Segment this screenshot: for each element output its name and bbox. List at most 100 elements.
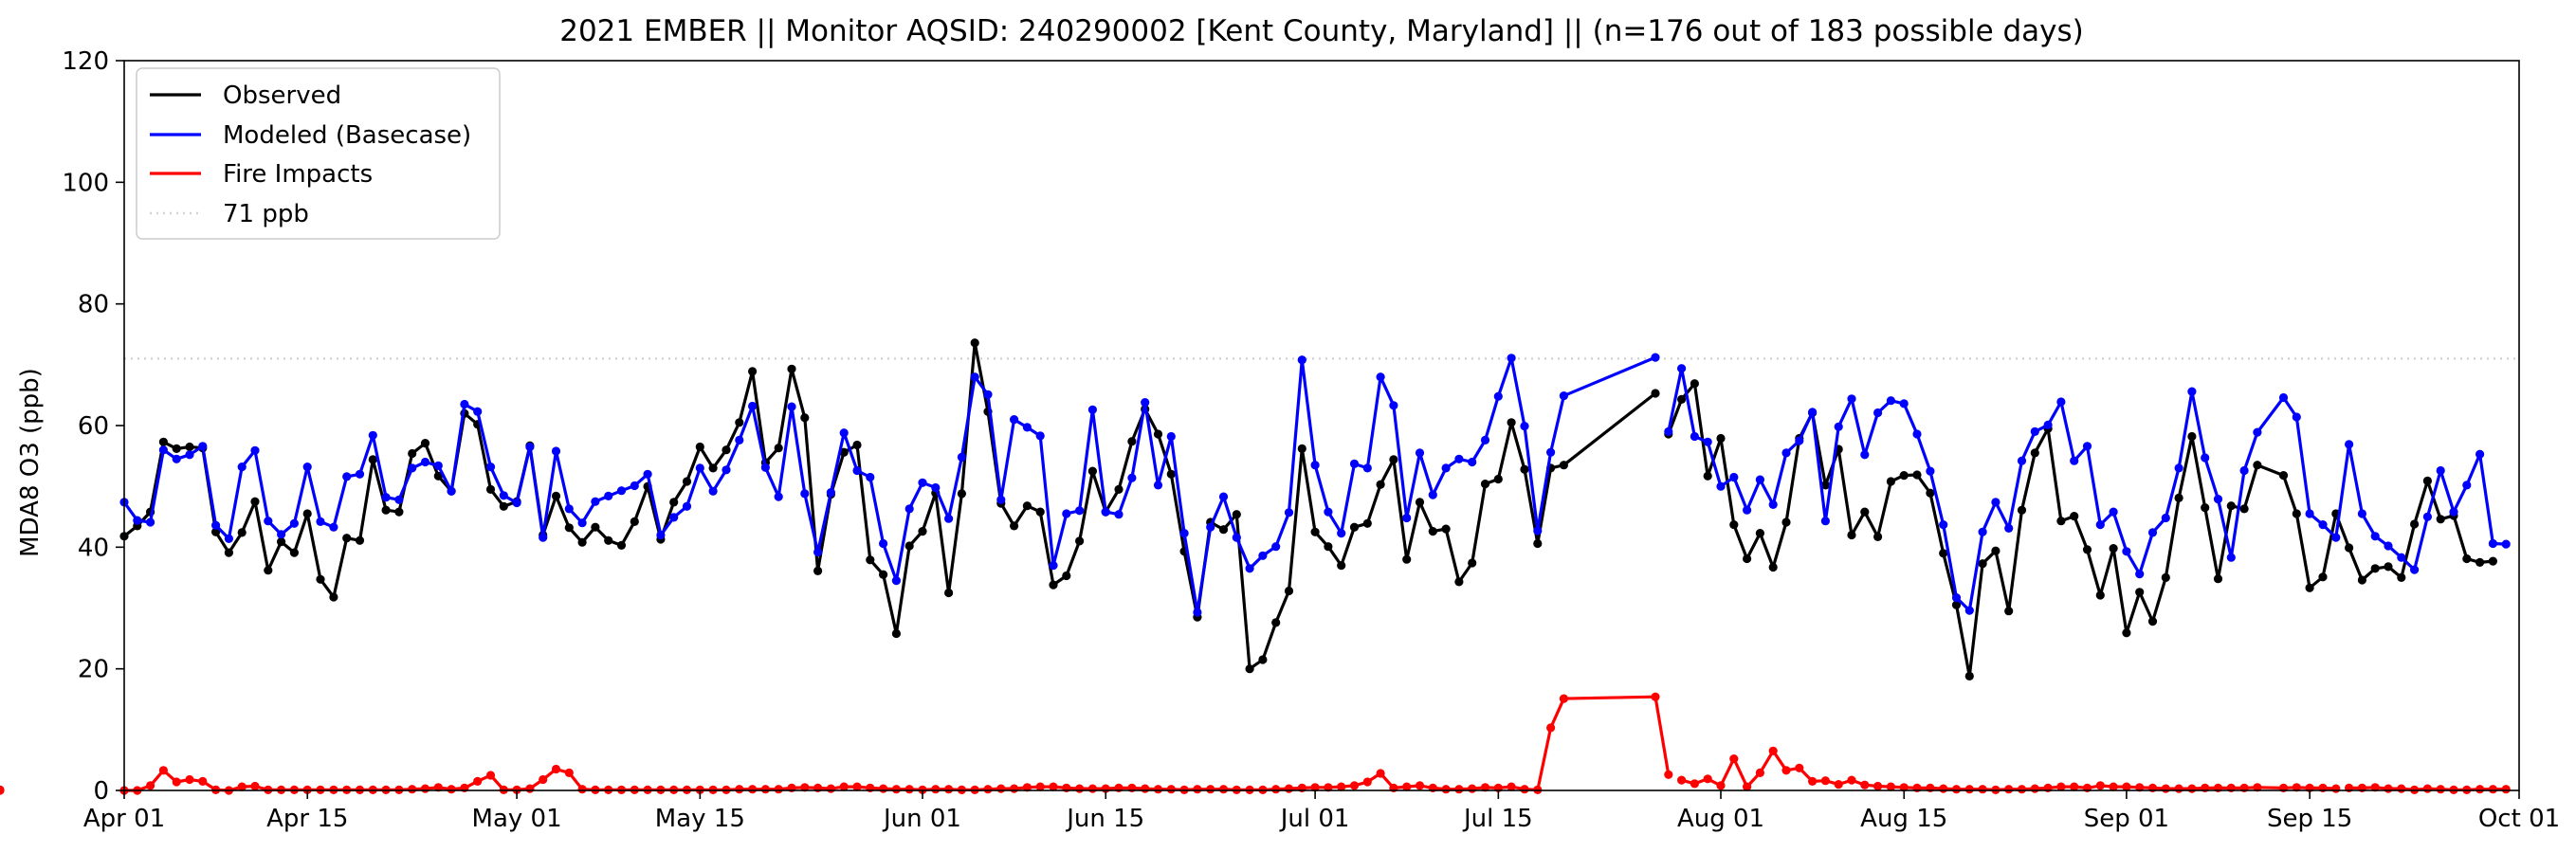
data-point-observed	[1087, 466, 1097, 476]
data-point-observed	[394, 507, 404, 517]
data-point-fire-impacts	[2384, 784, 2393, 793]
data-point-fire-impacts	[1546, 723, 1556, 733]
data-point-modeled-basecase	[368, 430, 377, 440]
data-point-observed	[1428, 527, 1437, 536]
data-point-observed	[1166, 469, 1176, 479]
data-point-modeled-basecase	[695, 463, 704, 473]
data-point-fire-impacts	[1860, 780, 1870, 789]
data-point-modeled-basecase	[577, 518, 587, 528]
data-point-modeled-basecase	[669, 513, 679, 522]
data-point-modeled-basecase	[512, 498, 521, 508]
data-point-modeled-basecase	[1428, 490, 1437, 499]
data-point-observed	[2253, 461, 2262, 470]
data-point-modeled-basecase	[2109, 507, 2118, 517]
data-point-modeled-basecase	[983, 390, 993, 399]
data-point-observed	[708, 463, 718, 473]
data-point-observed	[1716, 433, 1726, 444]
series-modeled-basecase	[119, 353, 2511, 617]
data-point-observed	[839, 447, 849, 457]
data-point-fire-impacts	[1166, 785, 1176, 794]
data-point-modeled-basecase	[800, 489, 810, 499]
x-tick-label: May 15	[655, 805, 745, 833]
data-point-fire-impacts	[2070, 782, 2079, 791]
data-point-fire-impacts	[1651, 692, 1660, 701]
y-tick-label: 40	[78, 534, 109, 562]
data-point-modeled-basecase	[1022, 423, 1032, 432]
data-point-fire-impacts	[904, 785, 914, 794]
data-point-fire-impacts	[2161, 784, 2170, 793]
data-point-modeled-basecase	[2201, 453, 2210, 463]
data-point-modeled-basecase	[2501, 539, 2511, 549]
data-point-observed	[735, 418, 744, 427]
data-point-modeled-basecase	[2370, 532, 2380, 541]
data-point-modeled-basecase	[1690, 431, 1699, 442]
data-point-fire-impacts	[1349, 781, 1360, 790]
data-point-modeled-basecase	[420, 457, 430, 467]
data-point-observed	[1010, 521, 1019, 531]
data-point-fire-impacts	[1324, 783, 1333, 792]
data-point-observed	[1847, 530, 1856, 540]
data-point-modeled-basecase	[2004, 523, 2014, 534]
data-point-modeled-basecase	[551, 446, 561, 456]
data-point-modeled-basecase	[1743, 505, 1752, 515]
data-point-observed	[1559, 461, 1568, 470]
data-point-observed	[1271, 618, 1281, 627]
data-point-observed	[1415, 498, 1425, 507]
data-point-modeled-basecase	[1218, 492, 1229, 501]
data-point-observed	[577, 537, 587, 547]
data-point-modeled-basecase	[2331, 533, 2341, 542]
data-point-observed	[1951, 600, 1962, 609]
data-point-modeled-basecase	[839, 428, 849, 438]
data-point-observed	[1886, 477, 1895, 486]
data-point-modeled-basecase	[1193, 608, 1202, 617]
data-point-observed	[1939, 549, 1948, 558]
data-point-modeled-basecase	[1978, 527, 1987, 536]
data-point-modeled-basecase	[2147, 528, 2158, 537]
x-tick-label: Jun 15	[1065, 805, 1144, 833]
data-point-modeled-basecase	[1010, 415, 1019, 425]
data-point-observed	[2370, 564, 2380, 573]
data-point-observed	[1677, 394, 1687, 404]
data-point-fire-impacts	[564, 768, 574, 778]
data-point-fire-impacts	[1743, 782, 1752, 791]
data-point-fire-impacts	[551, 764, 561, 774]
data-point-fire-impacts	[1664, 770, 1673, 779]
data-point-modeled-basecase	[1834, 422, 1843, 431]
data-point-fire-impacts	[2174, 784, 2183, 793]
data-point-fire-impacts	[931, 785, 941, 794]
data-point-fire-impacts	[1755, 768, 1764, 778]
data-point-observed	[2292, 509, 2301, 518]
data-point-observed	[1926, 488, 1935, 498]
data-point-observed	[224, 548, 233, 557]
data-point-observed	[604, 535, 613, 545]
data-point-modeled-basecase	[447, 486, 456, 496]
data-point-fire-impacts	[852, 782, 862, 791]
data-point-observed	[1533, 538, 1543, 549]
data-point-modeled-basecase	[1245, 564, 1254, 573]
data-point-observed	[1310, 527, 1320, 536]
data-point-fire-impacts	[800, 783, 810, 792]
data-point-modeled-basecase	[1677, 364, 1687, 373]
data-point-modeled-basecase	[944, 514, 954, 523]
data-point-modeled-basecase	[1062, 509, 1071, 518]
x-tick-label: Apr 15	[266, 805, 348, 833]
data-point-fire-impacts	[2476, 785, 2485, 794]
data-point-observed	[722, 445, 731, 455]
data-point-fire-impacts	[2109, 782, 2118, 791]
y-axis: 0 20 40 60 80 100 120	[62, 47, 124, 806]
data-point-fire-impacts	[1716, 781, 1726, 790]
data-point-fire-impacts	[2397, 784, 2406, 793]
data-point-observed	[185, 442, 194, 452]
data-point-modeled-basecase	[748, 401, 758, 411]
data-point-modeled-basecase	[1141, 398, 1150, 408]
data-point-modeled-basecase	[433, 461, 443, 470]
data-point-fire-impacts	[839, 782, 849, 791]
data-point-observed	[1297, 444, 1306, 453]
data-point-modeled-basecase	[2462, 481, 2472, 490]
data-point-modeled-basecase	[355, 469, 365, 479]
data-point-observed	[669, 498, 679, 507]
legend-label-71ppb: 71 ppb	[223, 200, 309, 228]
data-point-modeled-basecase	[198, 442, 208, 451]
data-point-fire-impacts	[996, 784, 1006, 793]
data-point-fire-impacts	[1886, 782, 1895, 791]
